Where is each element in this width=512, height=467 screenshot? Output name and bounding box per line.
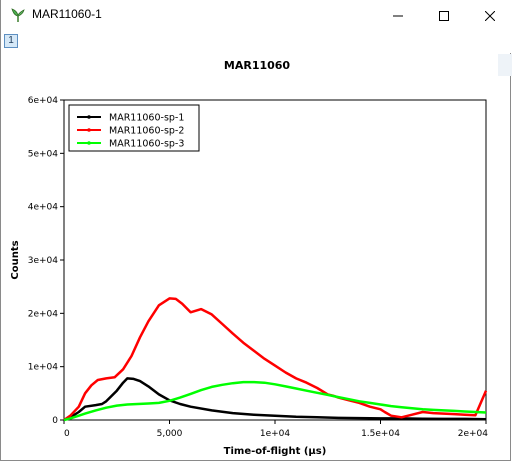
x-tick-label: 5,000 xyxy=(157,429,183,439)
legend-label: MAR11060-sp-3 xyxy=(109,139,184,150)
y-tick-label: 3e+04 xyxy=(28,256,59,266)
x-axis-label: Time-of-flight (µs) xyxy=(224,446,327,457)
legend-label: MAR11060-sp-1 xyxy=(109,113,184,124)
y-tick-label: 0 xyxy=(52,416,58,426)
series-line xyxy=(63,380,487,422)
legend-marker xyxy=(87,128,91,132)
series-layer xyxy=(63,297,488,422)
x-tick-label: 2e+04 xyxy=(458,429,489,439)
y-tick-label: 5e+04 xyxy=(28,149,59,159)
y-tick-label: 6e+04 xyxy=(28,96,59,106)
chart: MAR11060 0 1e+04 2e+04 3e+04 4e+04 5e+04 6e+04… xyxy=(10,59,489,457)
x-tick-label: 1.5e+04 xyxy=(361,429,400,439)
x-axis: 0 5,000 1e+04 1.5e+04 2e+04 xyxy=(63,420,489,439)
y-tick-label: 1e+04 xyxy=(28,363,59,373)
side-strip xyxy=(498,54,512,76)
legend-marker xyxy=(87,115,91,119)
app-icon xyxy=(10,7,26,23)
maximize-icon xyxy=(439,10,449,21)
maximize-button[interactable] xyxy=(421,0,467,31)
chart-title: MAR11060 xyxy=(224,59,291,72)
series-line xyxy=(63,377,487,422)
legend-marker xyxy=(87,141,91,145)
x-tick-label: 0 xyxy=(64,429,70,439)
minimize-icon xyxy=(393,15,403,16)
title-bar[interactable]: MAR11060-1 xyxy=(1,0,512,31)
tab-bar: 1 xyxy=(1,31,512,53)
series-line xyxy=(63,297,488,422)
y-tick-label: 2e+04 xyxy=(28,309,59,319)
minimize-button[interactable] xyxy=(375,0,421,31)
window-title: MAR11060-1 xyxy=(32,7,102,21)
y-tick-label: 4e+04 xyxy=(28,203,59,213)
legend-label: MAR11060-sp-2 xyxy=(109,126,184,137)
close-icon xyxy=(485,10,495,21)
chart-area: MAR11060 0 1e+04 2e+04 3e+04 4e+04 5e+04 6e+04… xyxy=(1,50,512,462)
y-axis-label: Counts xyxy=(10,240,21,279)
y-axis: 0 1e+04 2e+04 3e+04 4e+04 5e+04 6e+04 xyxy=(28,96,64,426)
x-tick-label: 1e+04 xyxy=(260,429,291,439)
close-button[interactable] xyxy=(467,0,512,31)
tab-1[interactable]: 1 xyxy=(4,34,18,48)
legend: MAR11060-sp-1 MAR11060-sp-2 MAR11060-sp-3 xyxy=(68,104,200,152)
